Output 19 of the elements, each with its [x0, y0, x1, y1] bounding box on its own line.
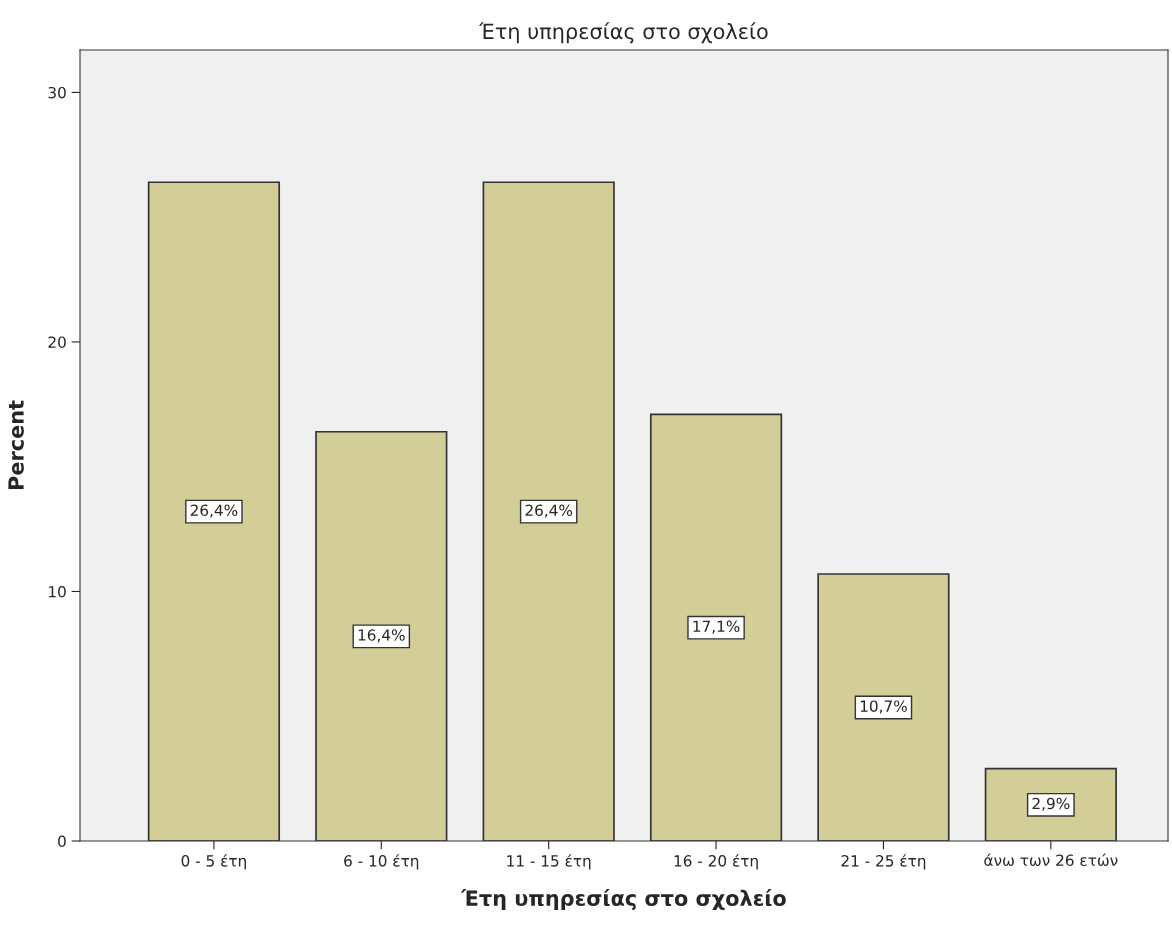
x-axis-title: Έτη υπηρεσίας στο σχολείο	[460, 889, 786, 911]
y-axis-title: Percent	[8, 400, 24, 490]
y-tick-label: 10	[49, 585, 66, 598]
x-tick-label: 6 - 10 έτη	[344, 854, 419, 870]
x-tick-label: 0 - 5 έτη	[181, 854, 246, 870]
data-label: 17,1%	[693, 620, 740, 634]
x-tick-label: 11 - 15 έτη	[507, 854, 591, 870]
x-tick-label: 16 - 20 έτη	[674, 854, 758, 870]
data-label: 26,4%	[525, 504, 573, 518]
x-tick-label: 21 - 25 έτη	[841, 854, 926, 870]
y-tick-label: 30	[48, 86, 66, 99]
data-label: 16,4%	[358, 629, 405, 643]
data-label: 2,9%	[1032, 797, 1070, 811]
y-tick-label: 0	[58, 835, 66, 848]
x-tick-label: άνω των 26 ετών	[984, 853, 1118, 867]
y-tick-label: 20	[48, 336, 66, 348]
data-label: 10,7%	[860, 700, 907, 714]
data-label: 26,4%	[190, 504, 238, 518]
chart-title: Έτη υπηρεσίας στο σχολείο	[478, 22, 768, 44]
